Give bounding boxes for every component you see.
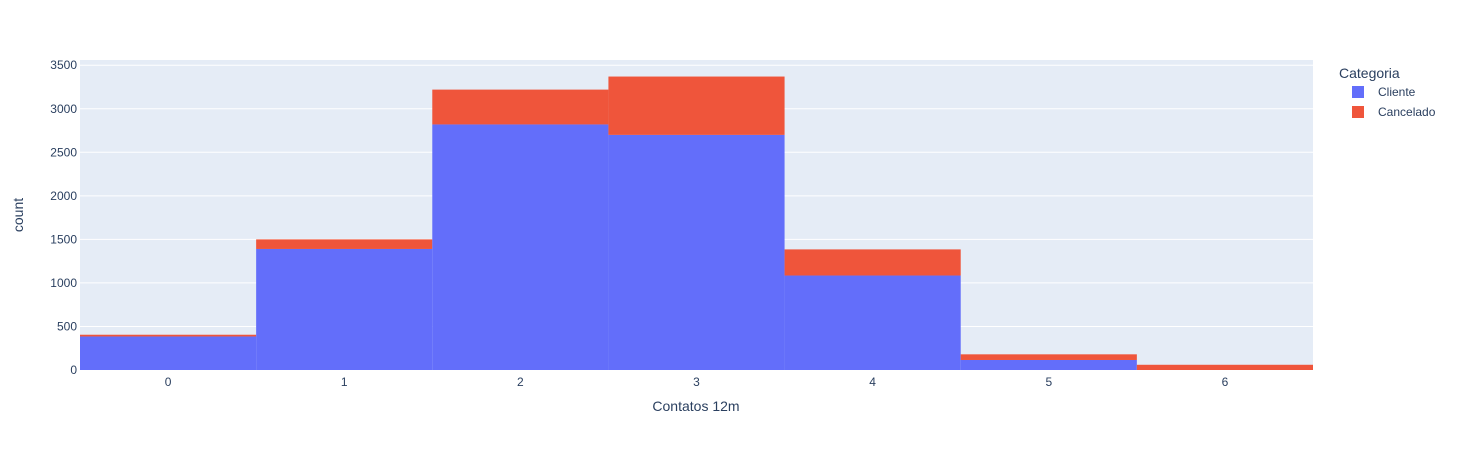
x-tick-label: 4 (869, 375, 876, 389)
legend-items: Cliente Cancelado (1352, 85, 1436, 119)
x-axis-ticks: 0 1 2 3 4 5 6 (165, 375, 1229, 389)
bar-cancelado-4 (784, 249, 961, 276)
y-tick-label: 500 (57, 319, 77, 333)
bar-cliente-4 (784, 275, 961, 370)
x-tick-label: 2 (517, 375, 524, 389)
bar-cliente-5 (960, 359, 1137, 370)
x-tick-label: 5 (1045, 375, 1052, 389)
bar-cancelado-5 (960, 354, 1137, 360)
bar-cancelado-1 (256, 239, 433, 249)
x-tick-label: 6 (1222, 375, 1229, 389)
y-tick-label: 2500 (50, 145, 77, 159)
legend-swatch-cliente (1352, 86, 1364, 98)
y-tick-label: 2000 (50, 189, 77, 203)
legend-swatch-cancelado (1352, 106, 1364, 118)
y-tick-label: 1000 (50, 276, 77, 290)
bars (80, 76, 1313, 370)
bar-cliente-0 (80, 336, 257, 370)
y-tick-label: 0 (70, 363, 77, 377)
y-axis-label: count (10, 198, 26, 232)
bar-cancelado-6 (1136, 364, 1313, 370)
bar-cliente-1 (256, 248, 433, 370)
y-axis-ticks: 0 500 1000 1500 2000 2500 3000 3500 (50, 58, 77, 377)
legend-label-cancelado: Cancelado (1378, 105, 1436, 119)
bar-cancelado-0 (80, 334, 257, 337)
x-axis-label: Contatos 12m (652, 398, 739, 414)
legend: Categoria Cliente Cancelado (1339, 65, 1436, 119)
legend-label-cliente: Cliente (1378, 85, 1416, 99)
bar-cliente-3 (608, 134, 785, 370)
y-tick-label: 3500 (50, 58, 77, 72)
y-tick-label: 3000 (50, 102, 77, 116)
x-tick-label: 0 (165, 375, 172, 389)
bar-cliente-2 (432, 124, 609, 370)
x-tick-label: 1 (341, 375, 348, 389)
y-tick-label: 1500 (50, 232, 77, 246)
x-tick-label: 3 (693, 375, 700, 389)
bar-cancelado-3 (608, 76, 785, 135)
bar-cancelado-2 (432, 89, 609, 125)
legend-title: Categoria (1339, 65, 1400, 81)
